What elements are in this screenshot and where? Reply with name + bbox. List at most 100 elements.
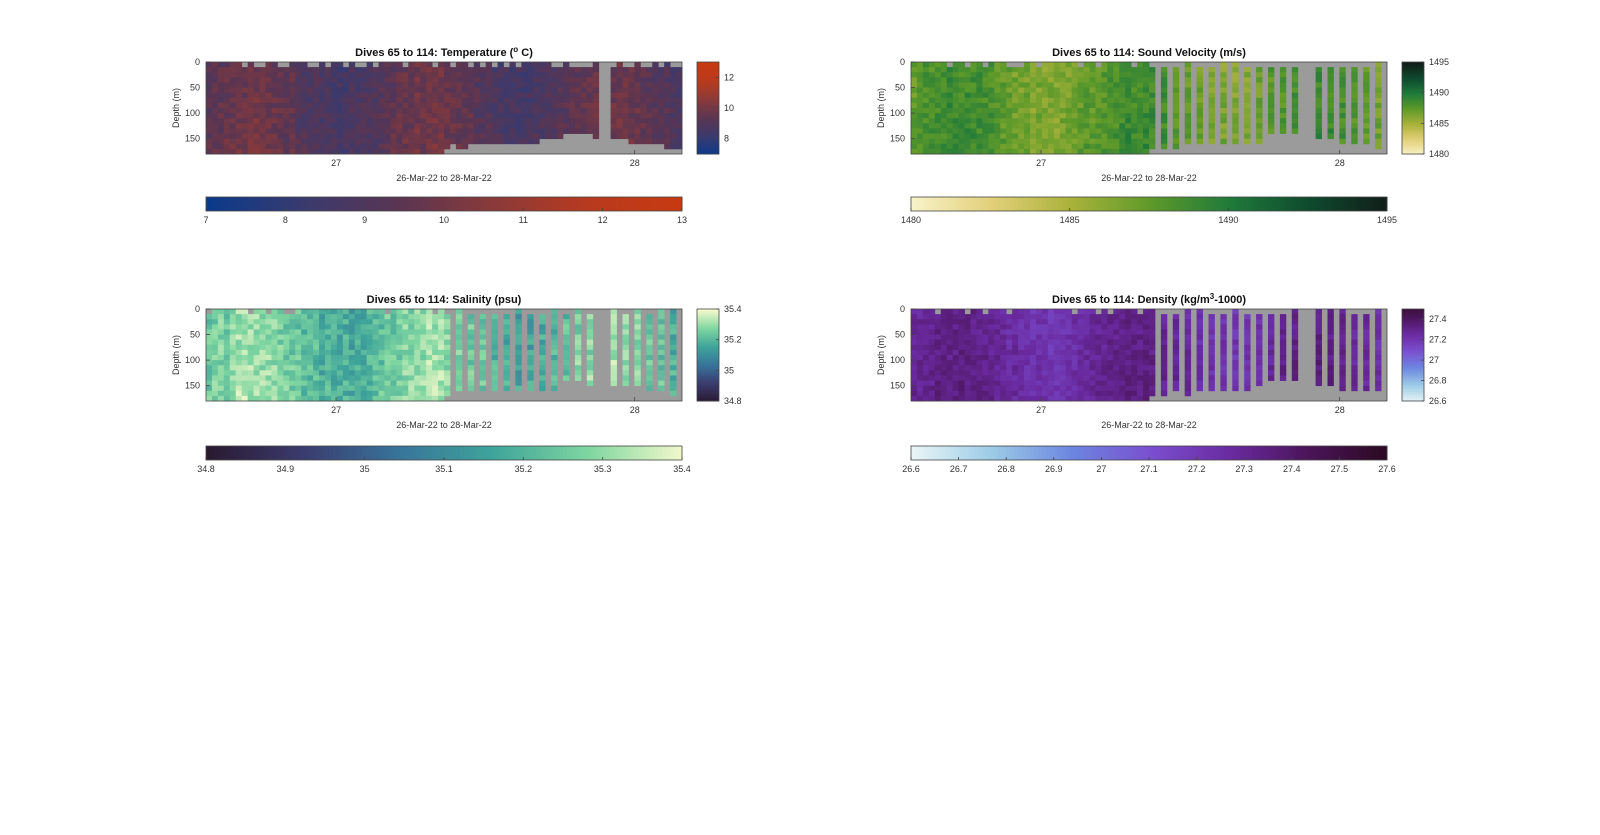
heatmap-cell — [1060, 355, 1066, 361]
heatmap-cell — [911, 134, 917, 140]
heatmap-cell — [224, 381, 230, 387]
heatmap-cell — [331, 314, 337, 320]
heatmap-cell — [456, 103, 462, 109]
heatmap-cell — [337, 360, 343, 366]
heatmap-cell — [1072, 335, 1078, 341]
colorbar-segment — [317, 446, 321, 460]
heatmap-cell — [1036, 370, 1042, 376]
heatmap-cell — [498, 118, 504, 124]
heatmap-cell — [935, 360, 941, 366]
heatmap-cell — [1030, 314, 1036, 320]
heatmap-cell — [492, 134, 498, 140]
heatmap-cell — [1363, 370, 1369, 376]
colorbar-segment — [1375, 197, 1379, 211]
heatmap-cell — [1018, 324, 1024, 330]
heatmap-cell — [1101, 88, 1107, 94]
heatmap-cell — [1107, 139, 1113, 145]
heatmap-cell — [1137, 345, 1143, 351]
heatmap-cell — [254, 103, 260, 109]
heatmap-cell — [504, 77, 510, 83]
heatmap-cell — [941, 360, 947, 366]
heatmap-cell — [953, 67, 959, 73]
heatmap-cell — [1042, 396, 1048, 402]
heatmap-cell — [396, 67, 402, 73]
heatmap-cell — [1095, 386, 1101, 392]
heatmap-cell — [670, 309, 676, 315]
colorbar-segment — [1331, 197, 1335, 211]
heatmap-cell — [1072, 113, 1078, 119]
heatmap-cell — [218, 319, 224, 325]
heatmap-cell — [1244, 72, 1250, 78]
heatmap-cell — [1197, 134, 1203, 140]
heatmap-cell — [988, 139, 994, 145]
colorbar-segment — [967, 446, 971, 460]
heatmap-cell — [1232, 93, 1238, 99]
heatmap-cell — [480, 365, 486, 371]
heatmap-cell — [551, 360, 557, 366]
heatmap-cell — [1036, 98, 1042, 104]
heatmap-cell — [617, 93, 623, 99]
heatmap-cell — [1113, 375, 1119, 381]
heatmap-cell — [242, 391, 248, 397]
heatmap-cell — [486, 128, 492, 134]
heatmap-cell — [1363, 335, 1369, 341]
heatmap-cell — [994, 67, 1000, 73]
heatmap-cell — [1113, 149, 1119, 155]
heatmap-cell — [295, 77, 301, 83]
heatmap-cell — [1339, 329, 1345, 335]
heatmap-cell — [1351, 345, 1357, 351]
heatmap-cell — [569, 123, 575, 129]
colorbar-segment — [301, 197, 305, 211]
heatmap-cell — [367, 62, 373, 68]
heatmap-cell — [563, 62, 569, 68]
heatmap-cell — [1280, 375, 1286, 381]
heatmap-cell — [664, 128, 670, 134]
y-tick-label: 0 — [195, 304, 200, 314]
heatmap-cell — [242, 314, 248, 320]
heatmap-cell — [206, 386, 212, 392]
heatmap-cell — [1113, 335, 1119, 341]
heatmap-cell — [1363, 123, 1369, 129]
heatmap-cell — [994, 113, 1000, 119]
colorbar-segment — [919, 446, 923, 460]
heatmap-cell — [1090, 113, 1096, 119]
heatmap-cell — [1084, 128, 1090, 134]
heatmap-cell — [617, 72, 623, 78]
heatmap-cell — [295, 391, 301, 397]
heatmap-cell — [1197, 77, 1203, 83]
heatmap-cell — [1232, 324, 1238, 330]
heatmap-cell — [1101, 309, 1107, 315]
heatmap-cell — [1095, 355, 1101, 361]
heatmap-cell — [1197, 103, 1203, 109]
heatmap-cell — [456, 370, 462, 376]
heatmap-cell — [301, 335, 307, 341]
heatmap-cell — [212, 324, 218, 330]
heatmap-cell — [1316, 123, 1322, 129]
heatmap-cell — [218, 118, 224, 124]
heatmap-cell — [1113, 396, 1119, 402]
colorbar-tick-label: 1485 — [1060, 215, 1080, 225]
heatmap-cell — [248, 103, 254, 109]
heatmap-cell — [212, 134, 218, 140]
colorbar-tick-label: 1490 — [1218, 215, 1238, 225]
heatmap-cell — [929, 149, 935, 155]
colorbar-segment — [515, 446, 519, 460]
heatmap-cell — [1256, 113, 1262, 119]
heatmap-cell — [617, 62, 623, 68]
heatmap-cell — [361, 139, 367, 145]
heatmap-cell — [1095, 391, 1101, 397]
heatmap-cell — [271, 118, 277, 124]
heatmap-cell — [1244, 329, 1250, 335]
chart-panel-1: Dives 65 to 114: Sound Velocity (m/s)050… — [876, 47, 1449, 225]
heatmap-cell — [206, 139, 212, 145]
heatmap-cell — [373, 139, 379, 145]
heatmap-cell — [343, 113, 349, 119]
heatmap-cell — [325, 314, 331, 320]
heatmap-cell — [343, 108, 349, 114]
heatmap-cell — [444, 62, 450, 68]
heatmap-cell — [587, 360, 593, 366]
heatmap-cell — [1036, 319, 1042, 325]
heatmap-cell — [492, 113, 498, 119]
heatmap-cell — [277, 93, 283, 99]
heatmap-cell — [343, 360, 349, 366]
